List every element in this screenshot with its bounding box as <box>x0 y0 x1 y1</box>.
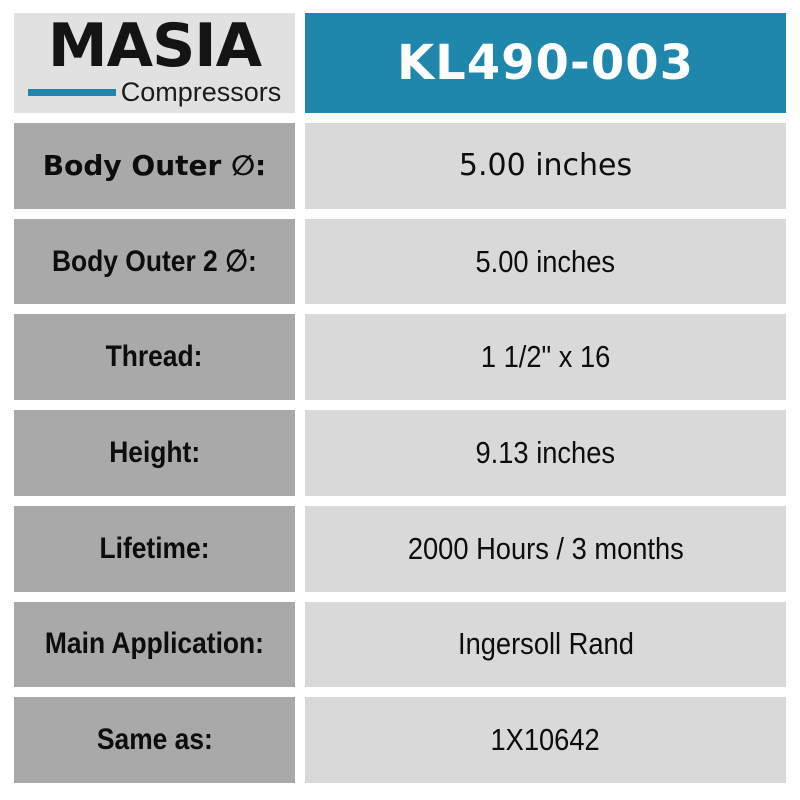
spec-row: Lifetime: 2000 Hours / 3 months <box>14 505 786 592</box>
spec-label-cell: Height: <box>14 410 295 496</box>
spec-value: 1 1/2" x 16 <box>480 339 611 375</box>
spec-label-cell: Lifetime: <box>14 505 295 592</box>
part-number-cell: KL490-003 <box>305 13 786 113</box>
spec-label-cell: Body Outer 2 ∅: <box>14 218 295 305</box>
spec-value-cell: 1 1/2" x 16 <box>305 314 786 401</box>
spec-value-cell: 5.00 inches <box>305 218 786 305</box>
spec-label: Thread: <box>106 340 203 374</box>
spec-row: Main Application: Ingersoll Rand <box>14 601 786 688</box>
spec-label: Body Outer 2 ∅: <box>52 245 257 279</box>
logo-tagline-line: Compressors <box>27 77 282 108</box>
spec-value-cell: Ingersoll Rand <box>305 601 786 688</box>
spec-value-cell: 5.00 inches <box>305 123 786 209</box>
spec-value: 5.00 inches <box>475 243 616 279</box>
spec-label: Height: <box>109 436 200 470</box>
spec-value-cell: 1X10642 <box>305 697 786 784</box>
spec-label-cell: Body Outer ∅: <box>14 123 295 209</box>
spec-label-cell: Main Application: <box>14 601 295 688</box>
spec-label-cell: Same as: <box>14 697 295 784</box>
brand-tagline: Compressors <box>120 77 282 107</box>
brand-name: MASIA <box>47 13 262 81</box>
spec-value: 2000 Hours / 3 months <box>407 530 684 566</box>
brand-logo: MASIA Compressors <box>14 13 295 113</box>
spec-label-cell: Thread: <box>14 314 295 401</box>
brand-underline-bar <box>27 89 116 96</box>
spec-label: Same as: <box>96 723 213 757</box>
spec-value: 1X10642 <box>490 722 601 758</box>
spec-value: Ingersoll Rand <box>457 626 634 662</box>
spec-value-cell: 9.13 inches <box>305 410 786 496</box>
header-row: MASIA Compressors KL490-003 <box>14 13 786 113</box>
spec-row: Height: 9.13 inches <box>14 410 786 496</box>
spec-value-cell: 2000 Hours / 3 months <box>305 505 786 592</box>
logo-block: MASIA Compressors <box>27 13 282 108</box>
part-number: KL490-003 <box>396 35 695 91</box>
spec-label: Main Application: <box>44 627 265 661</box>
spec-row: Body Outer ∅: 5.00 inches <box>14 123 786 209</box>
spec-row: Same as: 1X10642 <box>14 697 786 784</box>
spec-row: Body Outer 2 ∅: 5.00 inches <box>14 218 786 305</box>
spec-label: Lifetime: <box>99 531 210 565</box>
spec-row: Thread: 1 1/2" x 16 <box>14 314 786 401</box>
spec-value: 9.13 inches <box>475 435 616 471</box>
spec-label: Body Outer ∅: <box>42 149 267 183</box>
spec-value: 5.00 inches <box>458 148 633 184</box>
